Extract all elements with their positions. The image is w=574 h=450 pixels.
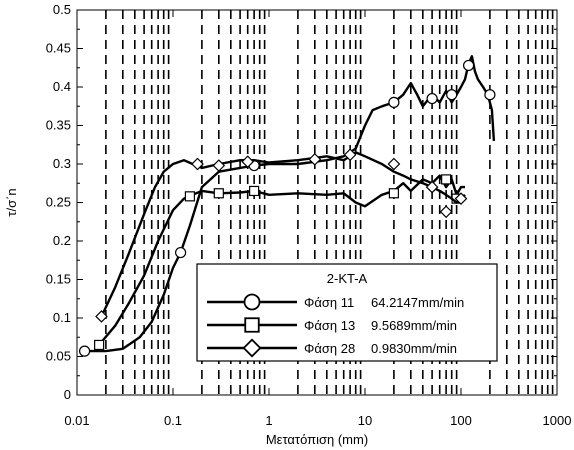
- legend: 2-KT-A Φάση 11 64.2147mm/min Φάση 13 9.5689m…: [196, 263, 498, 362]
- y-tick-label: 0: [64, 387, 71, 402]
- y-tick-label: 0.05: [46, 349, 71, 364]
- square-marker: [244, 317, 260, 333]
- square-marker: [94, 339, 105, 351]
- y-axis-label: τ/σ΄n: [4, 188, 19, 216]
- series-square: [94, 174, 465, 351]
- legend-phase-label: Φάση 28: [304, 341, 355, 356]
- diamond-marker: [212, 159, 226, 172]
- diamond-marker: [425, 180, 439, 194]
- circle-marker: [426, 92, 438, 105]
- diamond-marker: [308, 153, 322, 166]
- diamond-marker: [343, 148, 357, 162]
- diamond-marker: [454, 192, 468, 205]
- diamond-marker: [387, 157, 401, 171]
- square-marker: [184, 191, 196, 202]
- y-tick-label: 0.15: [46, 272, 71, 287]
- series-diamond: [95, 148, 468, 323]
- circle-marker: [175, 246, 187, 259]
- square-marker: [249, 185, 260, 197]
- y-tick-label: 0.1: [53, 310, 71, 325]
- series-line: [100, 151, 466, 318]
- y-tick-label: 0.45: [46, 41, 71, 56]
- square-marker: [441, 174, 452, 185]
- diamond-marker: [439, 205, 453, 219]
- y-tick-label: 0.2: [53, 233, 71, 248]
- legend-rate-label: 0.9830mm/min: [371, 341, 457, 356]
- diamond-marker: [191, 157, 204, 171]
- y-tick-label: 0.25: [46, 195, 71, 210]
- circle-marker: [388, 96, 400, 109]
- y-tick-label: 0.4: [53, 79, 71, 94]
- x-tick-label: 10: [358, 413, 372, 428]
- x-tick-label: 1000: [543, 413, 572, 428]
- series-circle: [79, 55, 496, 357]
- diamond-marker: [242, 338, 262, 358]
- x-axis-label: Μετατόπιση (mm): [266, 432, 368, 447]
- y-tick-label: 0.3: [53, 156, 71, 171]
- x-tick-label: 0.01: [64, 413, 89, 428]
- series-line: [98, 174, 465, 346]
- legend-phase-label: Φάση 13: [304, 318, 355, 333]
- legend-title: 2-KT-A: [327, 271, 368, 286]
- x-tick-label: 1: [265, 413, 272, 428]
- diamond-marker: [241, 155, 255, 169]
- series-group: [79, 55, 496, 357]
- x-tick-label: 0.1: [164, 413, 182, 428]
- circle-marker: [79, 345, 91, 357]
- legend-rate-label: 9.5689mm/min: [371, 318, 457, 333]
- legend-rate-label: 64.2147mm/min: [371, 295, 464, 310]
- circle-marker: [463, 59, 475, 72]
- y-tick-label: 0.5: [53, 2, 71, 17]
- diamond-marker: [95, 310, 108, 323]
- circle-marker: [243, 293, 261, 311]
- y-tick-label: 0.35: [46, 118, 71, 133]
- square-marker: [213, 188, 224, 199]
- circle-marker: [484, 89, 496, 101]
- axes: 0 0.05 0.1 0.15 0.2 0.25 0.3 0.35 0.4 0.45 0.5 0.01…: [4, 2, 571, 447]
- x-tick-label: 100: [450, 413, 472, 428]
- circle-marker: [446, 89, 458, 101]
- square-marker: [388, 188, 399, 199]
- legend-phase-label: Φάση 11: [304, 295, 354, 310]
